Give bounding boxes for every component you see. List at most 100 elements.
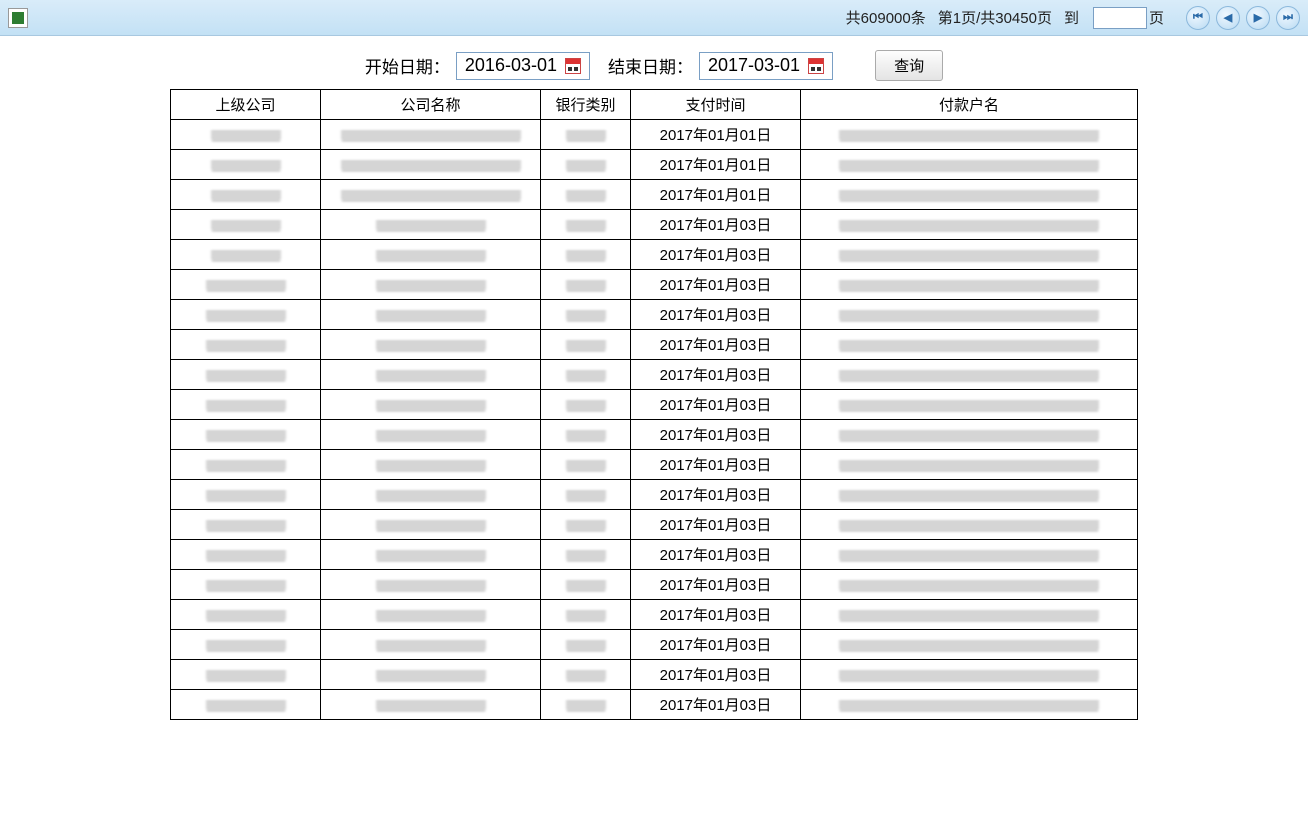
cell-paytime: 2017年01月03日 — [631, 480, 801, 510]
cell-company — [321, 450, 541, 480]
redacted-text — [206, 519, 286, 531]
table-row: 2017年01月03日 — [171, 630, 1138, 660]
query-button[interactable]: 查询 — [875, 50, 943, 81]
cell-company — [321, 270, 541, 300]
redacted-text — [376, 339, 486, 351]
cell-company — [321, 390, 541, 420]
redacted-text — [376, 549, 486, 561]
start-date-input[interactable]: 2016-03-01 — [456, 52, 590, 80]
col-header-bank: 银行类别 — [541, 90, 631, 120]
cell-parent — [171, 150, 321, 180]
cell-payer — [801, 540, 1138, 570]
redacted-text — [566, 189, 606, 201]
table-row: 2017年01月03日 — [171, 510, 1138, 540]
cell-paytime: 2017年01月03日 — [631, 600, 801, 630]
cell-bank — [541, 540, 631, 570]
cell-company — [321, 630, 541, 660]
cell-paytime: 2017年01月03日 — [631, 510, 801, 540]
cell-bank — [541, 210, 631, 240]
table-row: 2017年01月03日 — [171, 300, 1138, 330]
table-row: 2017年01月03日 — [171, 450, 1138, 480]
table-header-row: 上级公司 公司名称 银行类别 支付时间 付款户名 — [171, 90, 1138, 120]
start-date-label: 开始日期： — [365, 53, 450, 78]
redacted-text — [206, 549, 286, 561]
filter-row: 开始日期： 2016-03-01 结束日期： 2017-03-01 查询 — [0, 36, 1308, 89]
cell-paytime: 2017年01月03日 — [631, 330, 801, 360]
first-page-button[interactable]: ⏮ — [1186, 6, 1210, 30]
redacted-text — [206, 429, 286, 441]
cell-paytime: 2017年01月03日 — [631, 360, 801, 390]
redacted-text — [211, 129, 281, 141]
redacted-text — [206, 339, 286, 351]
cell-bank — [541, 420, 631, 450]
redacted-text — [376, 429, 486, 441]
cell-parent — [171, 450, 321, 480]
redacted-text — [839, 609, 1099, 621]
end-date-input[interactable]: 2017-03-01 — [699, 52, 833, 80]
redacted-text — [376, 309, 486, 321]
cell-parent — [171, 180, 321, 210]
cell-parent — [171, 540, 321, 570]
cell-parent — [171, 630, 321, 660]
redacted-text — [839, 309, 1099, 321]
redacted-text — [566, 489, 606, 501]
cell-payer — [801, 210, 1138, 240]
cell-payer — [801, 240, 1138, 270]
cell-company — [321, 570, 541, 600]
redacted-text — [566, 399, 606, 411]
cell-bank — [541, 480, 631, 510]
redacted-text — [839, 489, 1099, 501]
cell-parent — [171, 300, 321, 330]
redacted-text — [839, 639, 1099, 651]
cell-paytime: 2017年01月03日 — [631, 630, 801, 660]
cell-payer — [801, 270, 1138, 300]
page-position: 第1页/共30450页 — [938, 7, 1052, 28]
cell-company — [321, 600, 541, 630]
cell-company — [321, 660, 541, 690]
redacted-text — [206, 309, 286, 321]
cell-company — [321, 510, 541, 540]
redacted-text — [839, 429, 1099, 441]
cell-paytime: 2017年01月03日 — [631, 690, 801, 720]
cell-bank — [541, 180, 631, 210]
cell-paytime: 2017年01月03日 — [631, 300, 801, 330]
goto-page-input[interactable] — [1093, 7, 1147, 29]
export-excel-icon[interactable] — [8, 8, 28, 28]
calendar-icon[interactable] — [808, 58, 824, 74]
redacted-text — [211, 249, 281, 261]
cell-parent — [171, 390, 321, 420]
redacted-text — [839, 579, 1099, 591]
next-page-button[interactable]: ▶ — [1246, 6, 1270, 30]
col-header-parent: 上级公司 — [171, 90, 321, 120]
table-row: 2017年01月03日 — [171, 420, 1138, 450]
prev-page-button[interactable]: ◀ — [1216, 6, 1240, 30]
cell-paytime: 2017年01月03日 — [631, 660, 801, 690]
redacted-text — [839, 699, 1099, 711]
table-row: 2017年01月03日 — [171, 570, 1138, 600]
col-header-company: 公司名称 — [321, 90, 541, 120]
redacted-text — [206, 699, 286, 711]
redacted-text — [566, 429, 606, 441]
cell-parent — [171, 600, 321, 630]
cell-payer — [801, 390, 1138, 420]
redacted-text — [566, 219, 606, 231]
redacted-text — [376, 519, 486, 531]
cell-parent — [171, 570, 321, 600]
cell-company — [321, 210, 541, 240]
redacted-text — [566, 669, 606, 681]
redacted-text — [566, 609, 606, 621]
cell-payer — [801, 510, 1138, 540]
redacted-text — [211, 159, 281, 171]
cell-paytime: 2017年01月01日 — [631, 120, 801, 150]
cell-payer — [801, 450, 1138, 480]
cell-payer — [801, 120, 1138, 150]
last-page-button[interactable]: ⏭ — [1276, 6, 1300, 30]
start-date-value: 2016-03-01 — [465, 55, 557, 76]
data-table: 上级公司 公司名称 银行类别 支付时间 付款户名 2017年01月01日 2017… — [170, 89, 1138, 720]
cell-payer — [801, 150, 1138, 180]
cell-parent — [171, 660, 321, 690]
cell-company — [321, 330, 541, 360]
redacted-text — [839, 219, 1099, 231]
calendar-icon[interactable] — [565, 58, 581, 74]
cell-paytime: 2017年01月03日 — [631, 540, 801, 570]
